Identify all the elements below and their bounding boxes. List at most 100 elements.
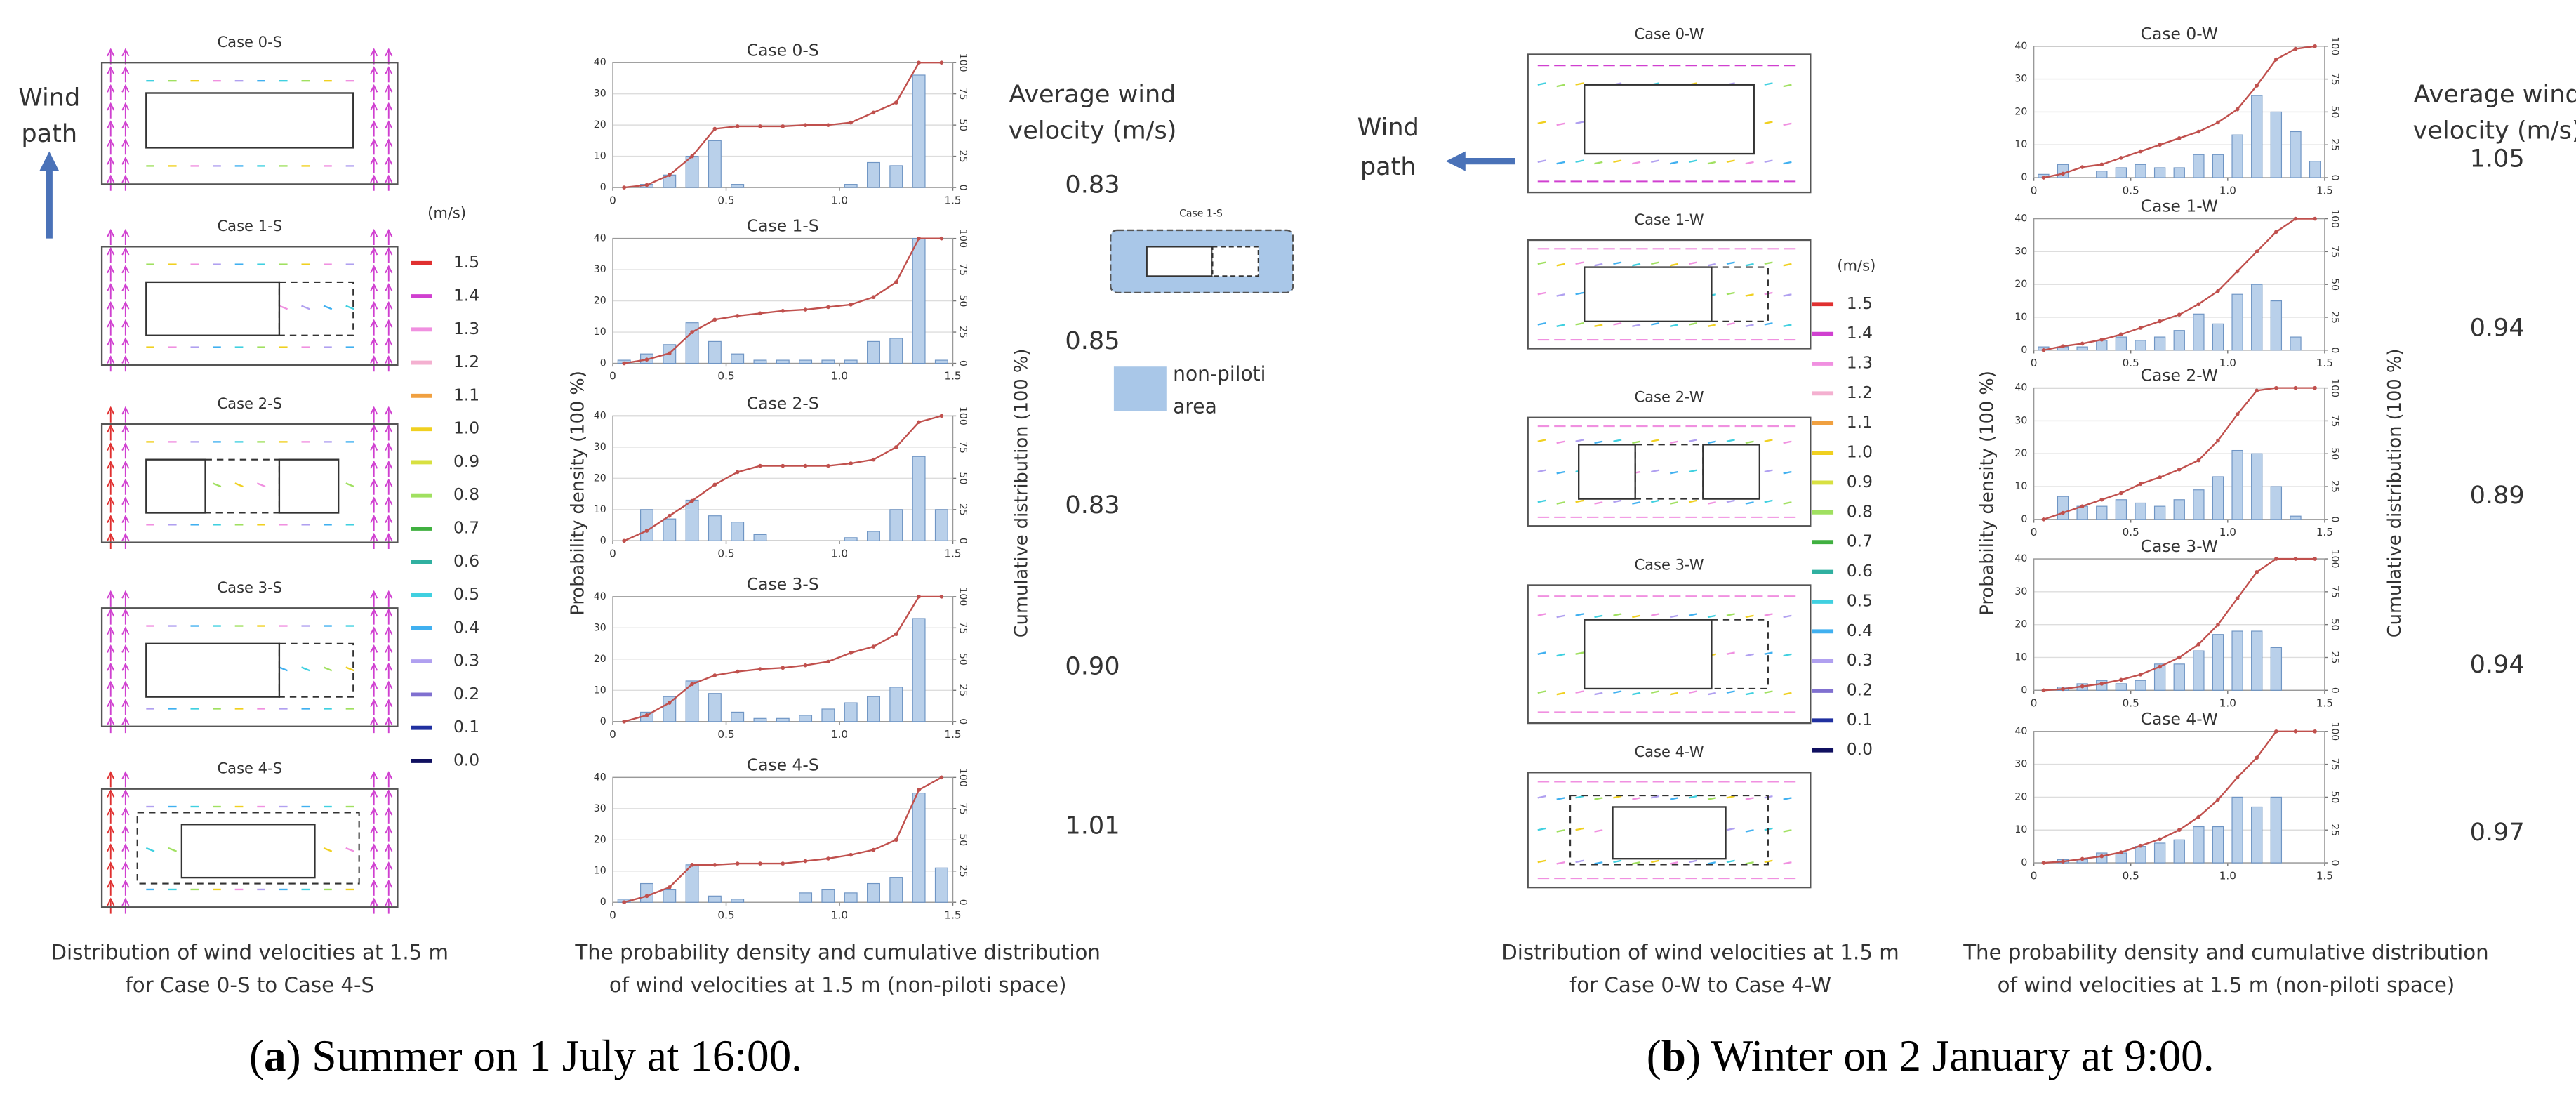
average-value: 0.97	[2470, 818, 2525, 847]
field-title: Case 4-W	[1634, 743, 1704, 760]
cumulative-point	[2119, 850, 2123, 854]
cumulative-point	[2196, 642, 2201, 647]
wind-dash	[234, 482, 244, 488]
chart-title: Case 2-W	[2141, 366, 2218, 385]
bar	[2153, 505, 2166, 520]
chart-title: Case 1-S	[747, 216, 819, 236]
y2-tick-label: 75	[2329, 586, 2340, 598]
wind-path-label: path	[21, 119, 77, 148]
chart-title: Case 3-W	[2141, 536, 2218, 556]
wind-dash	[1783, 797, 1792, 800]
y-tick-label: 30	[594, 622, 606, 633]
bar	[663, 889, 677, 903]
bar	[2251, 630, 2263, 691]
wind-arrow-head	[121, 626, 130, 635]
x-tick-label: 1.5	[944, 908, 961, 921]
wind-dash	[1745, 614, 1754, 619]
y2-tick-label: 0	[957, 360, 969, 366]
y-tick-label: 0	[2021, 172, 2027, 183]
cumulative-point	[939, 414, 944, 418]
bar	[2115, 852, 2127, 864]
wind-dash	[1726, 795, 1735, 799]
wind-dash	[1745, 440, 1754, 444]
wind-arrow-head	[370, 355, 378, 364]
chart-caption: of wind velocities at 1.5 m (non-piloti …	[609, 973, 1067, 997]
wind-dash	[1613, 261, 1622, 265]
field-boundary	[1527, 239, 1812, 350]
cumulative-point	[690, 154, 694, 159]
cumulative-point	[917, 60, 921, 65]
piloti-outline	[204, 458, 280, 514]
bar	[2251, 284, 2263, 351]
wind-arrow-head	[121, 442, 130, 451]
wind-arrow-head	[385, 662, 393, 671]
wind-dash	[1575, 795, 1584, 799]
wind-arrow-head	[385, 138, 393, 147]
wind-dash	[1651, 499, 1660, 503]
cumulative-point	[2138, 843, 2143, 848]
y2-tick-label: 50	[2329, 105, 2340, 118]
wind-arrow-head	[121, 716, 130, 725]
cumulative-point	[2041, 348, 2046, 352]
wind-dash	[1575, 121, 1584, 124]
wind-arrow-head	[370, 771, 378, 780]
legend-label: 1.0	[453, 418, 479, 438]
wind-dash	[1707, 614, 1716, 619]
y-tick-label: 0	[600, 897, 606, 908]
building	[145, 92, 354, 149]
wind-arrow-head	[370, 608, 378, 617]
cumulative-point	[667, 513, 672, 518]
y-tick-label: 40	[594, 591, 606, 602]
legend-label: 1.3	[1847, 352, 1873, 372]
wind-dash	[1764, 613, 1773, 616]
wind-arrow-head	[370, 283, 378, 291]
y-tick-label: 40	[594, 772, 606, 783]
field-title: Case 4-S	[217, 760, 282, 777]
cumulative-point	[2099, 497, 2104, 502]
wind-dash	[301, 305, 310, 310]
wind-arrow-head	[107, 337, 115, 346]
wind-dash	[1632, 440, 1641, 444]
chart-caption: The probability density and cumulative d…	[1963, 940, 2489, 964]
wind-dash	[1688, 469, 1698, 473]
average-value: 0.83	[1065, 171, 1120, 199]
y-tick-label: 0	[600, 182, 606, 193]
x-tick-label: 1.0	[831, 370, 848, 383]
cumulative-point	[2293, 216, 2298, 221]
wind-dash	[1783, 470, 1792, 475]
wind-arrow-head	[121, 807, 130, 816]
wind-dash	[1726, 613, 1735, 616]
bar	[2076, 346, 2088, 351]
wind-arrow-head	[370, 174, 378, 183]
cumulative-point	[871, 847, 876, 852]
wind-dash	[1594, 692, 1603, 696]
chart-title: Case 3-S	[747, 574, 819, 594]
wind-arrow-head	[107, 771, 115, 780]
bar	[2135, 502, 2146, 520]
wind-arrow-head	[107, 120, 115, 129]
cumulative-point	[2099, 338, 2104, 342]
wind-dash	[1688, 499, 1698, 503]
cumulative-point	[781, 124, 785, 128]
wind-arrow-head	[107, 406, 115, 415]
wind-path-label: Wind	[1357, 113, 1419, 142]
wind-dash	[1594, 501, 1603, 505]
wind-arrow-head	[121, 102, 130, 111]
wind-dash	[301, 666, 310, 672]
wind-arrow-head	[370, 478, 378, 487]
wind-dash	[1726, 159, 1735, 163]
wind-arrow-head	[121, 246, 130, 256]
inset-piloti	[1211, 246, 1260, 277]
x-tick-label: 0.5	[717, 548, 734, 560]
cumulative-point	[939, 775, 944, 780]
wind-arrow-head	[121, 355, 130, 364]
wind-dash	[1556, 122, 1565, 126]
wind-dash	[1632, 797, 1641, 800]
x-tick-label: 1.0	[2219, 184, 2236, 197]
wind-field	[100, 228, 399, 372]
x-tick-label: 0	[609, 194, 616, 206]
wind-dash	[1764, 469, 1773, 473]
wind-dash	[1726, 827, 1735, 831]
building	[1584, 619, 1713, 690]
x-tick-label: 1.5	[2316, 526, 2333, 538]
